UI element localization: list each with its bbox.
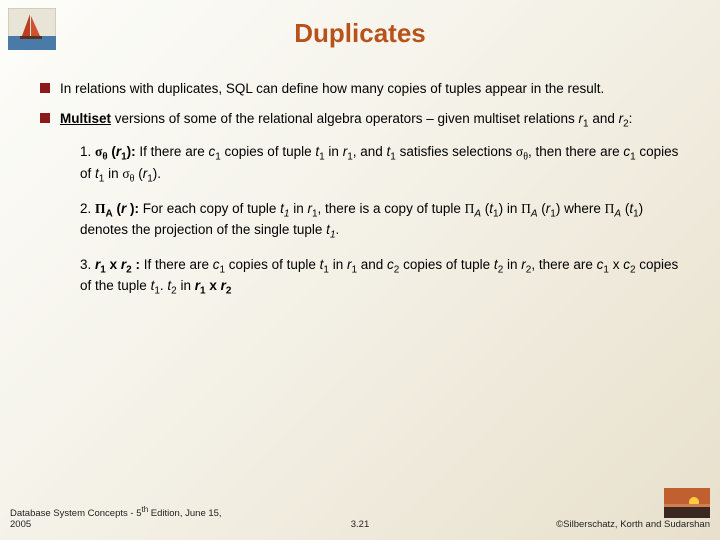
s: 2: [226, 286, 232, 297]
t: copies of tuple: [225, 257, 320, 272]
t: in: [503, 257, 521, 272]
pi: Π: [521, 201, 531, 216]
t: in: [104, 166, 122, 181]
n2-lead: 2.: [80, 201, 95, 216]
x: x: [206, 278, 221, 293]
n1-lead: 1.: [80, 144, 95, 159]
numbered-list: 1. σθ (r1): If there are c1 copies of tu…: [80, 143, 690, 298]
r: r: [121, 201, 130, 216]
pi: Π: [605, 201, 615, 216]
t: where: [560, 201, 604, 216]
t: denotes the projection of the single tup…: [80, 222, 326, 237]
t: , and: [353, 144, 387, 159]
dot: .: [336, 222, 340, 237]
lp: (: [113, 201, 121, 216]
A: A: [531, 208, 538, 219]
lp: (: [134, 166, 142, 181]
t: , there is a copy of tuple: [318, 201, 465, 216]
sigma: σ: [122, 166, 129, 181]
A: A: [106, 208, 113, 219]
x: x: [106, 257, 121, 272]
t: copies of tuple: [399, 257, 494, 272]
item-1: 1. σθ (r1): If there are c1 copies of tu…: [80, 143, 690, 185]
t: , there are: [531, 257, 596, 272]
dot: .: [157, 166, 161, 181]
bullet-square-icon: [40, 83, 50, 93]
content-area: In relations with duplicates, SQL can de…: [40, 80, 690, 313]
t: If there are: [140, 257, 213, 272]
t: copies of tuple: [221, 144, 316, 159]
t: then there are: [532, 144, 624, 159]
t: in: [177, 278, 195, 293]
colon: :: [629, 111, 633, 126]
item-3: 3. r1 x r2 : If there are c1 copies of t…: [80, 256, 690, 298]
rp: ):: [130, 201, 139, 216]
and: and: [357, 257, 387, 272]
pi: Π: [465, 201, 475, 216]
sailboat-logo: [8, 8, 56, 50]
lp: (: [538, 201, 546, 216]
footer-left: Database System Concepts - 5th Edition, …: [10, 505, 243, 530]
t: satisfies selections: [396, 144, 516, 159]
pi: Π: [95, 201, 106, 216]
bullet-2-text: Multiset versions of some of the relatio…: [60, 110, 690, 131]
bullet-2: Multiset versions of some of the relatio…: [40, 110, 690, 131]
footer: Database System Concepts - 5th Edition, …: [10, 505, 710, 530]
multiset-word: Multiset: [60, 111, 111, 126]
footer-center: 3.21: [243, 519, 476, 530]
t: in: [289, 201, 307, 216]
slide: Duplicates In relations with duplicates,…: [0, 0, 720, 540]
lp: (: [108, 144, 116, 159]
rp: ):: [127, 144, 136, 159]
t: For each copy of tuple: [139, 201, 280, 216]
t: in: [325, 144, 343, 159]
item-2: 2. ΠA (r ): For each copy of tuple t1 in…: [80, 200, 690, 242]
fl-a: Database System Concepts - 5: [10, 508, 141, 519]
t: in: [329, 257, 347, 272]
txt: versions of some of the relational algeb…: [111, 111, 579, 126]
t: If there are: [136, 144, 209, 159]
c: c: [623, 257, 630, 272]
bullet-square-icon: [40, 113, 50, 123]
colon: :: [132, 257, 140, 272]
slide-title: Duplicates: [0, 0, 720, 49]
bullet-1-text: In relations with duplicates, SQL can de…: [60, 80, 690, 98]
and: and: [589, 111, 619, 126]
footer-right: ©Silberschatz, Korth and Sudarshan: [477, 519, 710, 530]
n3-lead: 3.: [80, 257, 95, 272]
c: c: [387, 257, 394, 272]
bullet-1: In relations with duplicates, SQL can de…: [40, 80, 690, 98]
